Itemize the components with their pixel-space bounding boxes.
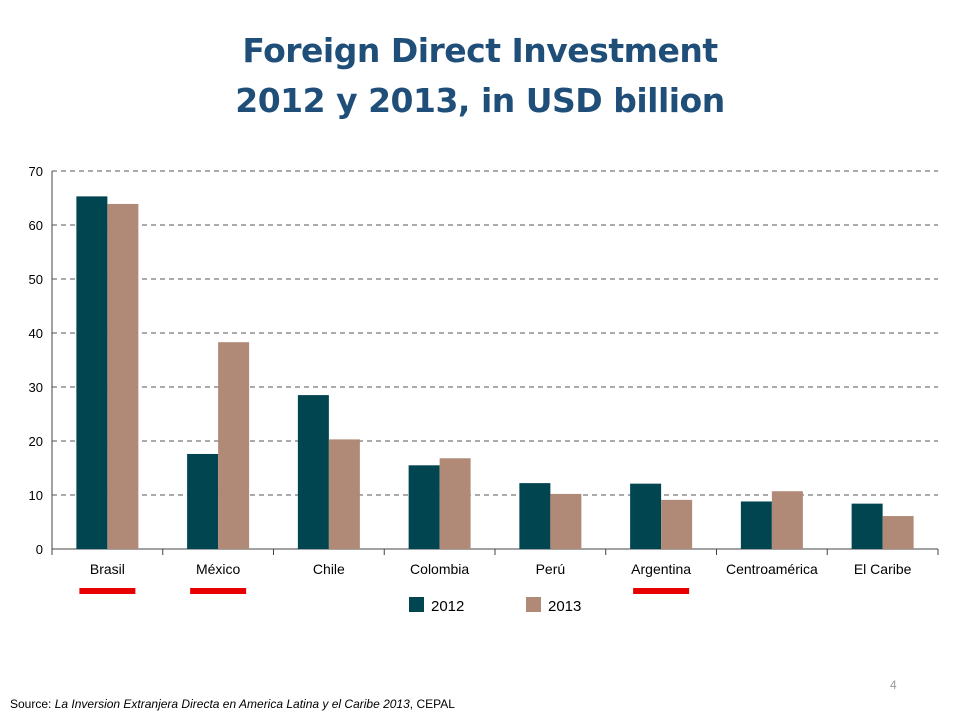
legend-label: 2012 [431, 598, 464, 615]
bar-2012-7 [740, 501, 772, 549]
chart-title: Foreign Direct Investment 2012 y 2013, i… [0, 26, 960, 126]
highlight-marker [79, 588, 136, 594]
bar-2013-1 [107, 203, 139, 549]
legend-label: 2013 [548, 598, 581, 615]
page-number: 4 [890, 678, 897, 692]
y-tick-label: 20 [29, 434, 43, 449]
bar-2013-3 [328, 439, 360, 549]
source-prefix: Source: [10, 697, 55, 711]
bar-2012-3 [297, 395, 329, 549]
y-tick-label: 0 [36, 542, 43, 557]
y-tick-label: 50 [29, 272, 43, 287]
x-tick-label: Centroamérica [726, 561, 818, 577]
bar-2013-7 [771, 491, 803, 549]
bar-2013-8 [882, 516, 914, 549]
bar-2012-1 [76, 196, 108, 549]
bar-2012-8 [851, 503, 883, 549]
x-tick-label: Perú [536, 561, 566, 577]
y-tick-label: 10 [29, 488, 43, 503]
source-title: La Inversion Extranjera Directa en Ameri… [54, 697, 410, 711]
x-tick-label: Chile [313, 561, 345, 577]
y-tick-label: 30 [29, 380, 43, 395]
source-suffix: , CEPAL [409, 697, 455, 711]
bar-chart: 0 10 20 30 40 50 60 70 Brasil México Chile Colombia… [29, 164, 939, 615]
x-tick-label: El Caribe [854, 561, 912, 577]
x-tick-label: Colombia [410, 561, 469, 577]
bar-2013-2 [218, 342, 250, 549]
bar-2012-4 [408, 465, 440, 549]
bar-2012-2 [187, 453, 219, 549]
title-line-1: Foreign Direct Investment [242, 31, 718, 70]
legend-swatch [526, 597, 541, 612]
legend-swatch [409, 597, 424, 612]
title-line-2: 2012 y 2013, in USD billion [235, 81, 725, 120]
x-tick-label: Argentina [631, 561, 691, 577]
x-tick-label: México [196, 561, 241, 577]
source-citation: Source: La Inversion Extranjera Directa … [10, 697, 455, 711]
x-tick-label: Brasil [90, 561, 125, 577]
y-tick-label: 40 [29, 326, 43, 341]
bar-2012-5 [519, 483, 551, 549]
bar-2013-5 [550, 493, 582, 549]
bar-2013-6 [661, 499, 693, 549]
bar-2012-6 [630, 483, 662, 549]
bar-2013-4 [439, 458, 471, 549]
y-tick-label: 70 [29, 164, 43, 179]
highlight-marker [633, 588, 690, 594]
y-tick-label: 60 [29, 218, 43, 233]
highlight-marker [190, 588, 247, 594]
